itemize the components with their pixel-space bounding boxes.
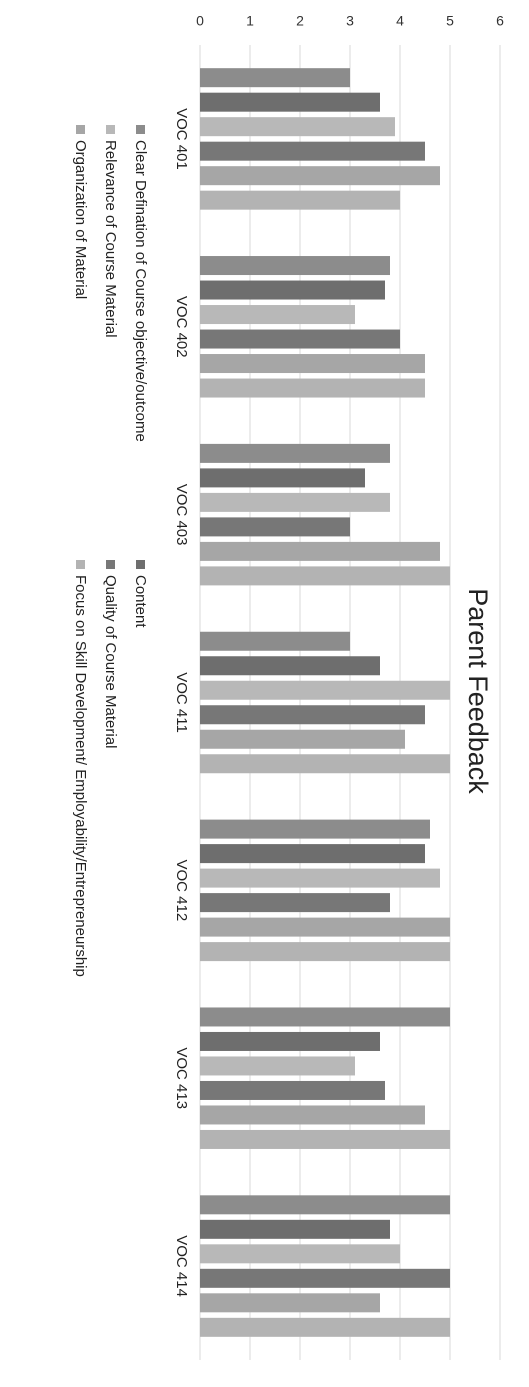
legend-label: Clear Defination of Course objective/out…	[132, 140, 149, 442]
legend-swatch	[106, 560, 115, 569]
y-tick-label: 4	[396, 13, 404, 29]
y-tick-label: 2	[296, 13, 304, 29]
bar	[200, 1268, 450, 1288]
bar	[200, 680, 450, 700]
legend-label: Content	[132, 575, 149, 628]
legend-swatch	[136, 125, 145, 134]
bar	[200, 166, 440, 186]
bar	[200, 942, 450, 962]
bar	[200, 280, 385, 300]
category-label: VOC 402	[173, 296, 190, 358]
bar	[200, 468, 365, 488]
bar	[200, 256, 390, 276]
bar	[200, 1080, 385, 1100]
bar	[200, 117, 395, 137]
category-label: VOC 414	[173, 1235, 190, 1297]
legend-swatch	[76, 125, 85, 134]
bar	[200, 893, 390, 913]
bar	[200, 517, 350, 537]
legend-label: Organization of Material	[72, 140, 89, 299]
bar	[200, 190, 400, 210]
legend-label: Quality of Course Material	[102, 575, 119, 748]
bar	[200, 1317, 450, 1337]
category-label: VOC 413	[173, 1047, 190, 1109]
bar	[200, 1219, 390, 1239]
bar	[200, 566, 450, 586]
bar	[200, 917, 450, 937]
category-label: VOC 412	[173, 860, 190, 922]
legend-swatch	[76, 560, 85, 569]
bar	[200, 1105, 425, 1125]
bar	[200, 844, 425, 864]
y-tick-label: 1	[246, 13, 254, 29]
y-tick-label: 3	[346, 13, 354, 29]
legend-swatch	[136, 560, 145, 569]
bar	[200, 729, 405, 749]
bar	[200, 1056, 355, 1076]
category-label: VOC 403	[173, 484, 190, 546]
bar	[200, 492, 390, 512]
bar	[200, 754, 450, 774]
bar	[200, 378, 425, 398]
y-tick-label: 5	[446, 13, 454, 29]
bar	[200, 1031, 380, 1051]
legend: Clear Defination of Course objective/out…	[72, 125, 149, 977]
bar	[200, 305, 355, 325]
bar	[200, 705, 425, 725]
bar	[200, 656, 380, 676]
legend-swatch	[106, 125, 115, 134]
bar	[200, 329, 400, 349]
y-axis-ticks: 0 1 2 3 4 5 6	[196, 13, 504, 29]
bar	[200, 541, 440, 561]
y-tick-label: 0	[196, 13, 204, 29]
bar	[200, 1129, 450, 1149]
bar	[200, 868, 440, 888]
legend-label: Focus on Skill Development/ Employabilit…	[72, 575, 89, 977]
y-tick-label: 6	[496, 13, 504, 29]
category-label: VOC 401	[173, 108, 190, 170]
bar	[200, 92, 380, 112]
bar	[200, 1195, 450, 1215]
chart-title: Parent Feedback	[463, 588, 493, 794]
bar	[200, 141, 425, 161]
bar	[200, 1244, 400, 1264]
bar	[200, 443, 390, 463]
legend-label: Relevance of Course Material	[102, 140, 119, 338]
bar	[200, 631, 350, 651]
bar	[200, 68, 350, 88]
bar	[200, 819, 430, 839]
bar	[200, 1007, 450, 1027]
bar	[200, 1293, 380, 1313]
bar	[200, 354, 425, 374]
category-label: VOC 411	[173, 672, 190, 733]
bars-layer	[200, 68, 450, 1337]
category-axis-labels: VOC 401 VOC 402 VOC 403 VOC 411 VOC 412 VOC 4…	[173, 108, 190, 1297]
